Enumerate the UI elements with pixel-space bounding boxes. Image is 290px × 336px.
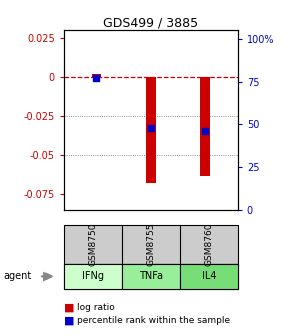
Text: agent: agent <box>3 271 31 281</box>
Point <box>203 129 207 134</box>
Text: GSM8755: GSM8755 <box>146 223 155 266</box>
Bar <box>92 74 101 77</box>
Text: log ratio: log ratio <box>77 303 115 312</box>
Bar <box>146 77 156 183</box>
Text: ▶: ▶ <box>43 270 53 283</box>
Text: IFNg: IFNg <box>82 271 104 281</box>
Text: IL4: IL4 <box>202 271 216 281</box>
Text: GSM8750: GSM8750 <box>88 223 97 266</box>
Text: ■: ■ <box>64 316 74 326</box>
Text: TNFa: TNFa <box>139 271 163 281</box>
Point <box>148 125 153 130</box>
Title: GDS499 / 3885: GDS499 / 3885 <box>103 16 198 29</box>
Bar <box>200 77 210 176</box>
Point <box>94 76 99 81</box>
Text: percentile rank within the sample: percentile rank within the sample <box>77 317 230 325</box>
Text: ■: ■ <box>64 302 74 312</box>
Text: GSM8760: GSM8760 <box>204 223 213 266</box>
